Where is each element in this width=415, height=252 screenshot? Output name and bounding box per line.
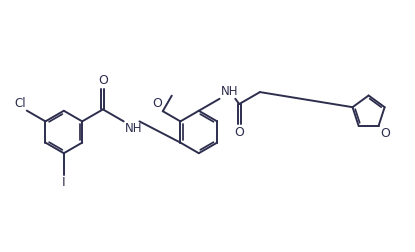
Text: O: O bbox=[152, 97, 162, 110]
Text: O: O bbox=[381, 127, 391, 140]
Text: I: I bbox=[62, 176, 66, 190]
Text: O: O bbox=[234, 126, 244, 139]
Text: O: O bbox=[98, 74, 108, 87]
Text: NH: NH bbox=[125, 122, 143, 136]
Text: NH: NH bbox=[221, 85, 239, 98]
Text: Cl: Cl bbox=[14, 97, 26, 110]
